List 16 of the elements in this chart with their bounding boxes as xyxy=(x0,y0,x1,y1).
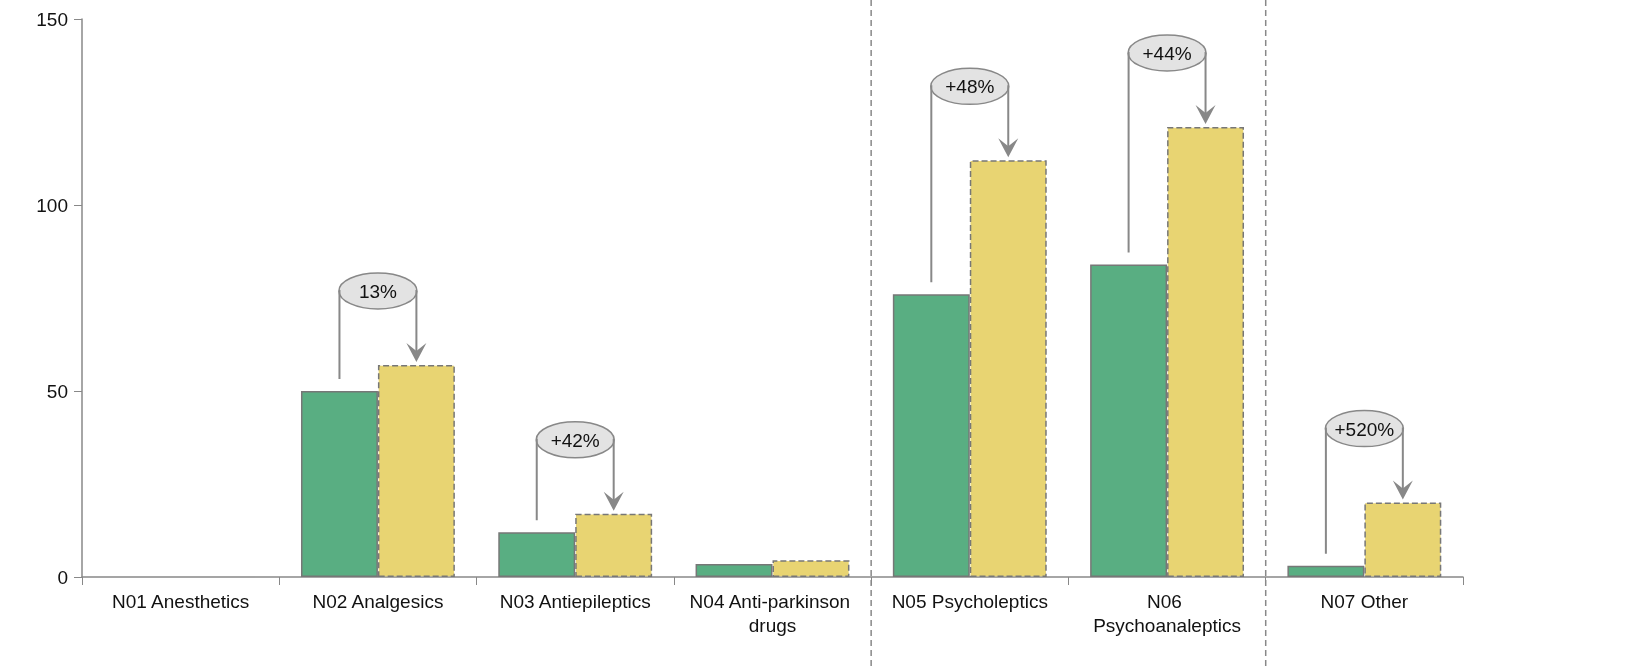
y-tick-label: 100 xyxy=(36,194,68,216)
x-tick-label: N02 Analgesics xyxy=(312,590,444,612)
x-tick-label: N06 Psychoanaleptics xyxy=(1093,590,1242,636)
x-tick-label: N07 Other xyxy=(1320,590,1409,612)
annotation: +44% xyxy=(1142,42,1192,64)
x-tick-label: N03 Antiepileptics xyxy=(499,590,651,612)
x-tick-label: N05 Psycholeptics xyxy=(891,590,1048,612)
annotation: +42% xyxy=(550,429,600,451)
x-tick-label: N04 Anti-parkinson drugs xyxy=(689,590,856,636)
annotation: +520% xyxy=(1334,418,1395,440)
annotation: +48% xyxy=(945,76,995,98)
y-tick-label: 50 xyxy=(46,380,68,402)
x-tick-label: N01 Anesthetics xyxy=(111,590,250,612)
annotation: 13% xyxy=(358,280,398,302)
y-tick-label: 0 xyxy=(57,566,68,588)
y-tick-label: 150 xyxy=(36,8,68,30)
